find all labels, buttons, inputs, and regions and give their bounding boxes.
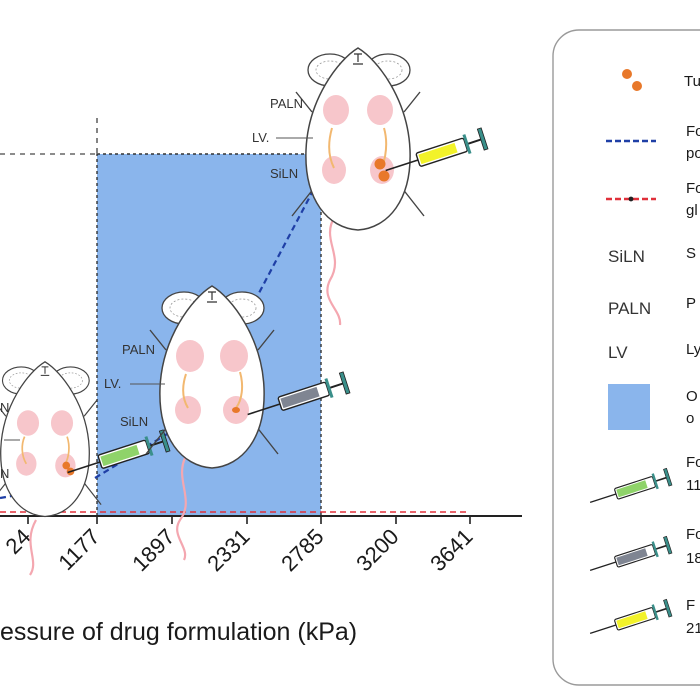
mouse-right-label: SiLN (270, 166, 298, 181)
mouse-middle: PALN LV. SiLN (104, 285, 351, 561)
legend-text: S (686, 245, 696, 262)
legend-text: P (686, 295, 696, 312)
legend-text: Fo (686, 454, 700, 471)
legend-text: Ly (686, 341, 700, 358)
legend-text: 18 (686, 550, 700, 567)
legend-text: Tu (684, 73, 700, 90)
gray-syringe-icon (243, 370, 351, 426)
legend-text: 21 (686, 620, 700, 637)
x-axis-tick-labels: 24 1177 1897 2331 2785 3200 3641 (1, 524, 478, 576)
tick-label: 2785 (276, 524, 328, 576)
mouse-left-label: N (0, 400, 9, 415)
x-axis-ticks (27, 516, 471, 524)
green-syringe-icon (63, 428, 171, 484)
mouse-left-label: N (0, 466, 9, 481)
legend-item-optimal: O o (608, 384, 698, 430)
tick-label: 3641 (425, 524, 477, 576)
mouse-right-label: LV. (252, 130, 269, 145)
tick-label: 1177 (53, 524, 104, 575)
gray-syringe-icon (586, 535, 673, 580)
legend-text: gl (686, 202, 698, 219)
legend-text: Fo (686, 123, 700, 140)
tick-label: 2331 (202, 524, 254, 576)
legend-abbr: PALN (608, 299, 651, 318)
legend-item-lv: LV Ly (608, 341, 700, 362)
yellow-syringe-icon (381, 126, 489, 182)
legend-item-syringe-gray: Fo 18 (586, 526, 700, 580)
legend-item-syringe-green: Fo 11 (586, 454, 700, 512)
orange-dots-icon (622, 69, 632, 79)
blue-square-icon (608, 384, 650, 430)
tick-label: 1897 (127, 524, 179, 576)
legend-item-red-line: Fo gl (606, 180, 700, 219)
legend-item-paln: PALN P (608, 295, 696, 318)
mouse-right-label: PALN (270, 96, 303, 111)
yellow-syringe-icon (586, 598, 673, 643)
legend-text: po (686, 145, 700, 162)
legend-item-siln: SiLN S (608, 245, 696, 266)
legend-item-syringe-yellow: F 21 (586, 597, 700, 643)
legend-text: Fo (686, 526, 700, 543)
legend-text: o (686, 410, 694, 427)
reference-dashed-line (0, 118, 321, 155)
legend-text: O (686, 388, 698, 405)
legend-text: Fo (686, 180, 700, 197)
legend-item-blue-line: Fo po (606, 123, 700, 162)
legend-text: 11 (686, 477, 700, 494)
legend-text: F (686, 597, 695, 614)
tick-label: 3200 (351, 524, 403, 576)
x-axis-title: essure of drug formulation (kPa) (0, 618, 357, 646)
mouse-middle-label: SiLN (120, 414, 148, 429)
mouse-right: PALN LV. SiLN (252, 47, 489, 326)
mouse-left: N N (0, 361, 171, 576)
legend-item-tumor: Tu (622, 69, 700, 91)
mouse-middle-label: LV. (104, 376, 121, 391)
legend-panel (552, 29, 700, 686)
mouse-middle-label: PALN (122, 342, 155, 357)
legend-abbr: LV (608, 343, 628, 362)
green-syringe-icon (586, 467, 673, 512)
legend-abbr: SiLN (608, 247, 645, 266)
legend: Tu Fo po Fo gl SiLN S PALN P LV Ly (552, 29, 700, 686)
